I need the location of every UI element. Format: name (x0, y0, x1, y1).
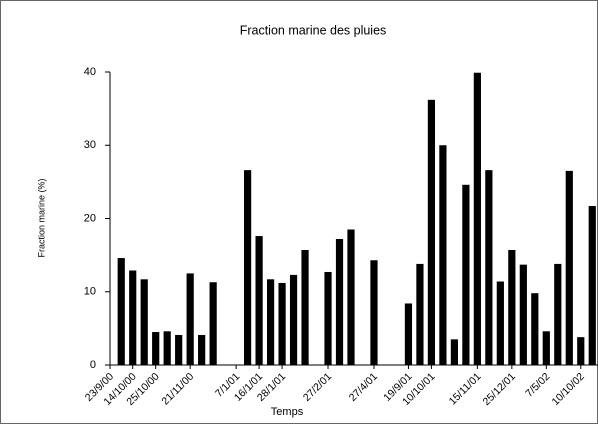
bar (565, 170, 573, 365)
bar (140, 279, 148, 365)
bar (496, 281, 504, 365)
chart-title: Fraction marine des pluies (240, 23, 387, 37)
y-tick-label: 30 (84, 139, 96, 151)
x-axis-label: Temps (271, 406, 304, 418)
bar (404, 303, 413, 365)
bar (175, 334, 183, 365)
bar (450, 339, 458, 365)
y-tick-label: 0 (90, 359, 96, 371)
bar (266, 279, 275, 365)
bar (209, 282, 217, 365)
bar (255, 236, 263, 365)
bar (485, 170, 493, 365)
bar (531, 293, 539, 365)
bar (473, 72, 481, 366)
bar (324, 271, 332, 365)
bar (508, 249, 516, 365)
bar (554, 263, 562, 365)
bar (588, 206, 596, 365)
bar (198, 334, 206, 365)
bar (439, 145, 447, 365)
x-tick-label: 27/4/01 (347, 370, 380, 403)
bar (370, 260, 378, 365)
bar (244, 170, 252, 365)
bar (186, 273, 194, 365)
bar (577, 337, 585, 365)
y-tick-label: 10 (84, 286, 96, 298)
x-tick-label: 21/11/00 (159, 370, 196, 407)
bar (416, 263, 424, 365)
bar (427, 99, 436, 366)
bar (289, 274, 298, 365)
x-tick-label: 15/11/01 (447, 370, 484, 407)
y-tick-label: 40 (84, 66, 96, 78)
x-tick-label: 10/10/02 (549, 370, 586, 407)
bar (129, 270, 137, 365)
bar (335, 239, 344, 365)
bar (301, 249, 309, 365)
bar (278, 282, 286, 365)
bar (462, 184, 470, 365)
bar (152, 332, 160, 365)
y-tick-label: 20 (84, 212, 96, 224)
bar (542, 331, 550, 365)
x-tick-label: 25/12/01 (481, 370, 518, 407)
y-axis-label: Fraction marine (%) (36, 178, 46, 257)
x-tick-label: 7/5/02 (523, 370, 552, 399)
bar (519, 264, 527, 365)
bar (117, 258, 125, 365)
bar (347, 229, 355, 365)
x-tick-label: 27/2/01 (301, 370, 334, 403)
bar (163, 331, 171, 365)
